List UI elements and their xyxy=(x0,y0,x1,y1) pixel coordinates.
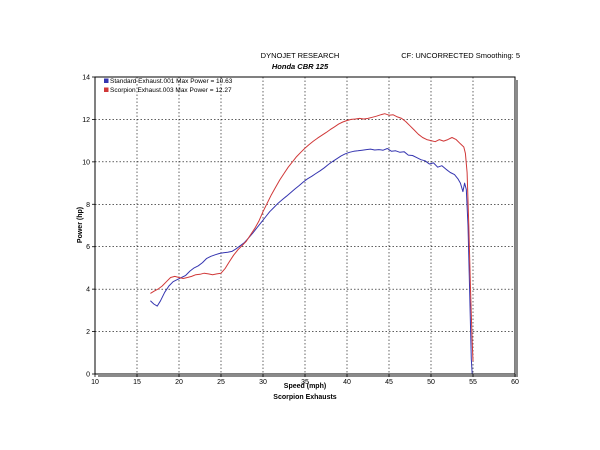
x-tick-label: 30 xyxy=(259,379,267,386)
x-tick-label: 10 xyxy=(91,379,99,386)
y-tick-label: 10 xyxy=(82,159,90,166)
x-tick-labels: 10 15 20 25 30 35 40 45 50 55 60 xyxy=(91,374,519,386)
series-lines xyxy=(150,113,474,375)
legend: Standard Exhaust.001 Max Power = 10.63 Sc… xyxy=(104,78,233,94)
plot-shadow-right xyxy=(515,80,518,377)
x-tick-label: 50 xyxy=(427,379,435,386)
x-tick-label: 40 xyxy=(343,379,351,386)
chart-header-right: CF: UNCORRECTED Smoothing: 5 xyxy=(401,51,520,60)
y-tick-label: 14 xyxy=(82,75,90,82)
x-tick-label: 60 xyxy=(511,379,519,386)
x-tick-label: 25 xyxy=(217,379,225,386)
x-tick-label: 55 xyxy=(469,379,477,386)
x-tick-label: 45 xyxy=(385,379,393,386)
y-tick-labels: 0 2 4 6 8 10 12 14 xyxy=(82,75,95,379)
chart-subtitle: Honda CBR 125 xyxy=(272,62,329,71)
series-line-1 xyxy=(150,148,473,375)
y-tick-label: 6 xyxy=(86,244,90,251)
y-tick-label: 12 xyxy=(82,117,90,124)
y-tick-label: 8 xyxy=(86,202,90,209)
x-tick-label: 35 xyxy=(301,379,309,386)
legend-entry-1: Standard Exhaust.001 Max Power = 10.63 xyxy=(110,78,233,85)
grid-lines xyxy=(95,77,515,374)
plot-shadow-bottom xyxy=(98,374,518,377)
y-tick-label: 0 xyxy=(86,372,90,379)
y-tick-label: 2 xyxy=(86,329,90,336)
x-axis-label: Speed (mph) xyxy=(284,383,326,390)
x-tick-label: 15 xyxy=(133,379,141,386)
series-line-2 xyxy=(150,113,474,362)
legend-swatch-2 xyxy=(104,87,109,92)
y-tick-label: 4 xyxy=(86,287,90,294)
legend-entry-2: Scorpion Exhaust.003 Max Power = 12.27 xyxy=(110,87,232,94)
chart-title: DYNOJET RESEARCH xyxy=(261,51,340,60)
y-axis-label: Power (hp) xyxy=(77,207,84,243)
chart-footer: Scorpion Exhausts xyxy=(273,394,337,401)
x-tick-label: 20 xyxy=(175,379,183,386)
legend-swatch-1 xyxy=(104,78,109,83)
